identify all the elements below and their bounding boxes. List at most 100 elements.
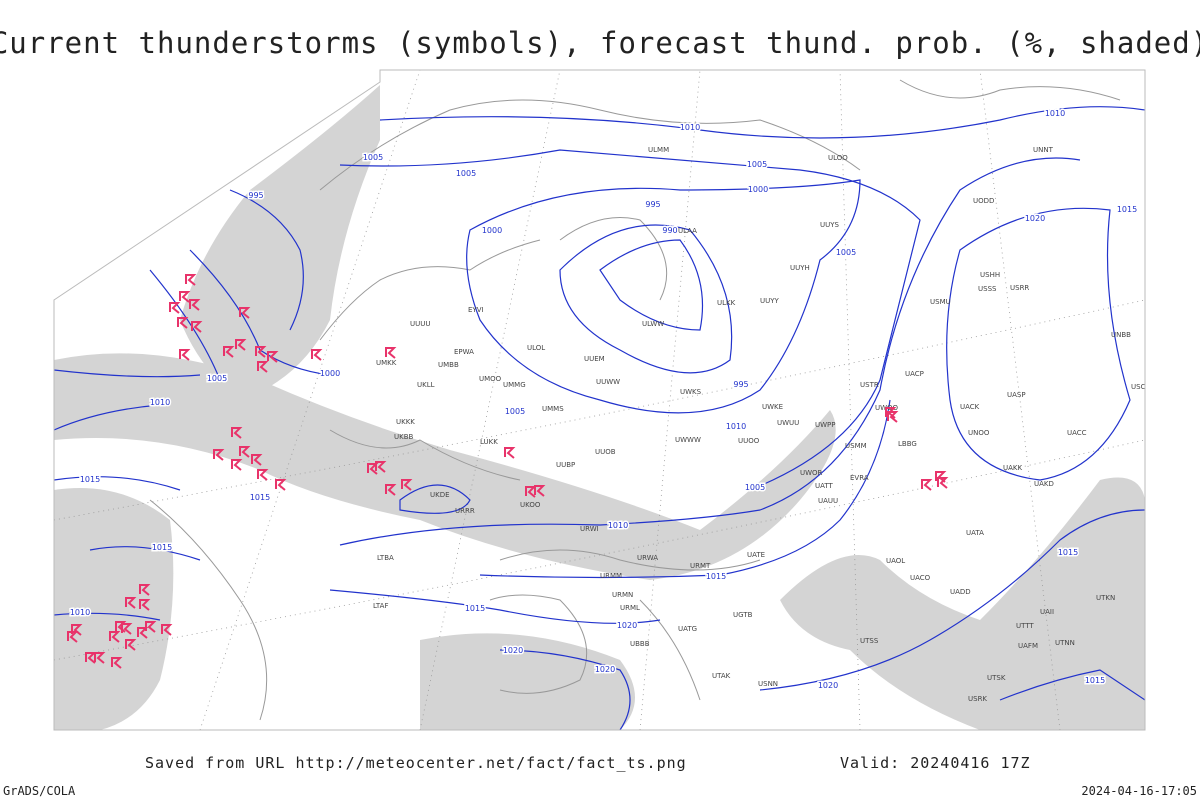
thunderstorm-symbol <box>125 597 137 609</box>
isobar-label: 1015 <box>465 604 485 613</box>
station-label: UTSS <box>860 637 879 645</box>
isobar-label: 1020 <box>503 646 523 655</box>
station-label: UASP <box>1007 391 1026 399</box>
station-label: UBBB <box>630 640 650 648</box>
station-label: LUKK <box>480 438 498 446</box>
isobar-label: 1015 <box>250 493 270 502</box>
station-label: USMU <box>930 298 951 306</box>
station-label: LBBG <box>898 440 917 448</box>
station-label: UTSK <box>987 674 1006 682</box>
station-label: UAKK <box>1003 464 1023 472</box>
station-label: ULKK <box>717 299 736 307</box>
station-label: ULWW <box>642 320 664 328</box>
station-label: UACP <box>905 370 924 378</box>
isobar-label: 1010 <box>608 521 628 530</box>
station-label: UTTT <box>1016 622 1034 630</box>
station-label: UUOO <box>738 437 760 445</box>
thunderstorm-symbol <box>189 299 201 311</box>
thunderstorm-symbol <box>109 631 121 643</box>
station-label: ULAA <box>678 227 697 235</box>
thunderstorm-symbol <box>191 321 203 333</box>
station-label: UUBP <box>556 461 575 469</box>
thunderstorm-symbol <box>185 274 197 286</box>
thunderstorm-symbol <box>255 346 267 358</box>
isobar-label: 990 <box>662 226 677 235</box>
station-label: UUYY <box>760 297 780 305</box>
isobar-label: 1005 <box>836 248 856 257</box>
thunderstorm-symbol <box>887 411 899 423</box>
isobar-label: 1005 <box>747 160 767 169</box>
station-label: USNN <box>758 680 778 688</box>
map: 1010 1005 1005 1005 1000 995 1000 990 995 995 1005… <box>54 70 1145 730</box>
thunderstorm-symbol <box>94 652 106 664</box>
thunderstorm-symbol <box>125 639 137 651</box>
station-label: UKKK <box>396 418 415 426</box>
station-label: UKOO <box>520 501 541 509</box>
valid-time: Valid: 20240416 17Z <box>840 754 1031 772</box>
isobar-label: 1015 <box>1117 205 1137 214</box>
station-label: USSS <box>978 285 997 293</box>
thunderstorm-symbol <box>231 427 243 439</box>
thunderstorm-symbol <box>239 446 251 458</box>
station-label: UUOB <box>595 448 616 456</box>
thunderstorm-symbol <box>121 623 133 635</box>
station-label: URML <box>620 604 640 612</box>
isobar-label: 995 <box>248 191 263 200</box>
station-label: UAOL <box>886 557 905 565</box>
station-label: EVRA <box>850 474 869 482</box>
thunderstorm-symbol <box>921 479 933 491</box>
isobar-label: 1015 <box>80 475 100 484</box>
station-label: UTNN <box>1055 639 1075 647</box>
station-label: USTR <box>860 381 879 389</box>
grid <box>54 70 1145 730</box>
station-label: UUWW <box>596 378 620 386</box>
thunderstorm-symbol <box>937 477 949 489</box>
thunderstorm-symbol <box>885 407 897 419</box>
isobar-label: 1015 <box>706 572 726 581</box>
thunderstorm-symbol <box>534 485 546 497</box>
thunderstorm-symbol <box>385 347 397 359</box>
thunderstorm-symbol <box>213 449 225 461</box>
station-label: UMBB <box>438 361 459 369</box>
station-label: UNNT <box>1033 146 1054 154</box>
isobar-label: 1005 <box>456 169 476 178</box>
thunderstorm-symbol <box>139 599 151 611</box>
station-label: UKDE <box>430 491 450 499</box>
station-label: ULMM <box>648 146 669 154</box>
station-label: UATT <box>815 482 834 490</box>
station-label: UGTB <box>733 611 753 619</box>
station-label: UODD <box>973 197 994 205</box>
thunderstorm-symbol <box>177 317 189 329</box>
station-label: URMM <box>600 572 622 580</box>
station-label: UKBB <box>394 433 414 441</box>
thunderstorm-symbol <box>231 459 243 471</box>
thunderstorm-symbol <box>504 447 516 459</box>
isobar-label: 1010 <box>680 123 700 132</box>
thunderstorm-symbol <box>179 349 191 361</box>
thunderstorm-symbol <box>169 302 181 314</box>
station-label: UAKD <box>1034 480 1054 488</box>
thunderstorm-symbol <box>311 349 323 361</box>
station-label: UACO <box>910 574 931 582</box>
thunderstorm-symbol <box>145 621 157 633</box>
station-label: UUYS <box>820 221 840 229</box>
station-label: URRR <box>455 507 475 515</box>
thunderstorm-symbol <box>239 307 251 319</box>
isobar-label: 1005 <box>745 483 765 492</box>
station-label: UWKE <box>762 403 783 411</box>
station-label: UUUU <box>410 320 431 328</box>
isobar-label: 1000 <box>482 226 502 235</box>
station-label: UWOR <box>800 469 823 477</box>
thunderstorm-symbol <box>385 484 397 496</box>
station-label: UTAK <box>712 672 731 680</box>
isobars <box>54 106 1145 730</box>
isobar-label: 1015 <box>1058 548 1078 557</box>
station-label: UWKS <box>680 388 702 396</box>
station-label: USMM <box>845 442 867 450</box>
isobar-label: 995 <box>645 200 660 209</box>
thunderstorm-symbol <box>235 339 247 351</box>
software: GrADS/COLA <box>3 784 76 798</box>
timestamp: 2024-04-16-17:05 <box>1081 784 1197 798</box>
station-label: UAUU <box>818 497 838 505</box>
isobar-label: 1005 <box>505 407 525 416</box>
